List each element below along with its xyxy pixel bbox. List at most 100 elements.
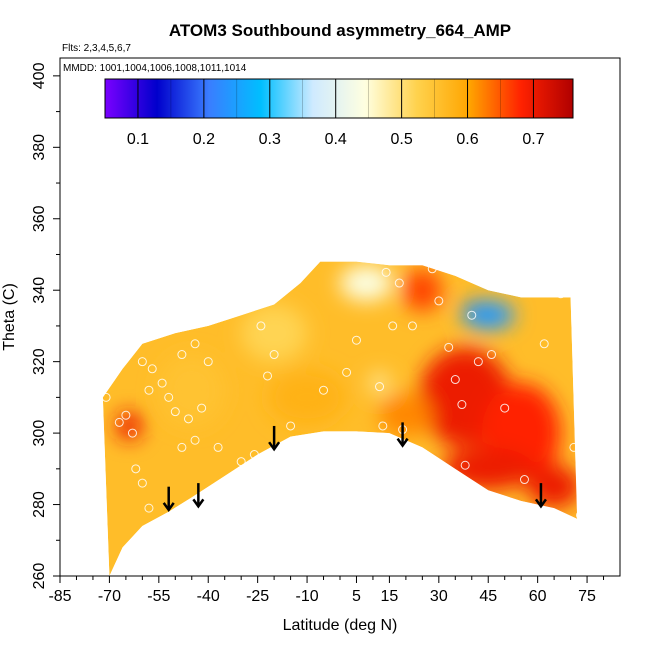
- sample-point: [467, 310, 477, 320]
- sample-point: [407, 321, 417, 331]
- colorbar-gradient: [104, 78, 574, 119]
- sample-point: [473, 357, 483, 367]
- sample-point: [263, 371, 273, 381]
- x-tick-label: -85: [48, 588, 71, 605]
- sample-point: [157, 378, 167, 388]
- field-cell-7: [461, 300, 515, 330]
- x-tick-label: -55: [147, 588, 170, 605]
- x-tick-label: 15: [381, 588, 399, 605]
- colorbar-tick-label: 0.4: [325, 131, 347, 148]
- sample-point: [487, 350, 497, 360]
- x-tick-label: -10: [295, 588, 318, 605]
- sample-point: [147, 364, 157, 374]
- sample-point: [137, 478, 147, 488]
- sample-point: [434, 296, 444, 306]
- sample-point: [394, 278, 404, 288]
- colorbar-tick-label: 0.7: [522, 131, 544, 148]
- sample-point: [351, 335, 361, 345]
- sample-point: [203, 357, 213, 367]
- sample-point: [569, 442, 579, 452]
- field-cell-0: [116, 411, 143, 441]
- y-axis-label: Theta (C): [1, 283, 18, 351]
- y-tick-label: 400: [31, 62, 48, 89]
- y-tick-label: 320: [31, 348, 48, 375]
- sample-point: [249, 450, 259, 460]
- x-axis-label: Latitude (deg N): [283, 617, 398, 634]
- x-tick-label: 30: [430, 588, 448, 605]
- sample-point: [256, 321, 266, 331]
- field-cell-5: [402, 268, 443, 312]
- colorbar-tick-label: 0.6: [456, 131, 478, 148]
- sample-point: [183, 414, 193, 424]
- field-cell-11: [158, 354, 225, 426]
- sample-point: [131, 464, 141, 474]
- y-tick-label: 300: [31, 420, 48, 447]
- sample-point: [427, 264, 437, 274]
- x-tick-label: 45: [479, 588, 497, 605]
- sample-point: [127, 428, 137, 438]
- y-tick-label: 260: [31, 563, 48, 590]
- colorbar-tick-label: 0.2: [193, 131, 215, 148]
- sample-point: [164, 392, 174, 402]
- sample-point: [575, 510, 585, 520]
- y-tick-label: 360: [31, 205, 48, 232]
- y-tick-label: 280: [31, 491, 48, 518]
- sample-point: [388, 321, 398, 331]
- x-tick-label: 75: [578, 588, 596, 605]
- sample-point: [500, 403, 510, 413]
- field-cell-12: [267, 368, 347, 426]
- y-tick-label: 380: [31, 134, 48, 161]
- field-cell-4: [527, 465, 578, 509]
- y-axis: 260 280 300 320 340 360 380 400: [31, 62, 60, 589]
- chart-title: ATOM3 Southbound asymmetry_664_AMP: [169, 21, 511, 40]
- sample-point: [154, 517, 164, 527]
- x-tick-label: -25: [246, 588, 269, 605]
- y-tick-label: 340: [31, 277, 48, 304]
- sample-point: [213, 442, 223, 452]
- sample-point: [197, 403, 207, 413]
- colorbar: 0.1 0.2 0.3 0.4 0.5 0.6 0.7: [104, 78, 574, 148]
- x-axis: -85 -70 -55 -40 -25 -10 5 15 30 45 60 75: [48, 576, 605, 605]
- tropopause-arrow-head: [534, 498, 547, 509]
- colorbar-tick-label: 0.3: [259, 131, 281, 148]
- sample-point: [342, 367, 352, 377]
- sample-point: [190, 339, 200, 349]
- sample-point: [177, 350, 187, 360]
- x-tick-label: -70: [98, 588, 121, 605]
- colorbar-tick-label: 0.1: [127, 131, 149, 148]
- sample-point: [177, 442, 187, 452]
- sample-point: [286, 421, 296, 431]
- flights-label: Flts: 2,3,4,5,6,7: [62, 43, 131, 54]
- sample-point: [519, 475, 529, 485]
- sample-point: [378, 421, 388, 431]
- sample-point: [101, 392, 111, 402]
- tropopause-arrow-head: [396, 437, 409, 448]
- field-cell-13: [379, 393, 433, 437]
- sample-point: [319, 385, 329, 395]
- sample-point: [381, 267, 391, 277]
- sample-point: [121, 410, 131, 420]
- sample-point: [457, 400, 467, 410]
- tropopause-arrow-head: [268, 441, 281, 452]
- sample-point: [137, 357, 147, 367]
- sample-point: [556, 289, 566, 299]
- sample-point: [269, 350, 279, 360]
- x-tick-label: 5: [352, 588, 361, 605]
- field-cell-3: [442, 447, 535, 491]
- sample-point: [375, 382, 385, 392]
- field-cell-9: [241, 304, 308, 362]
- sample-point: [444, 342, 454, 352]
- field-cell-8: [340, 265, 393, 301]
- tropopause-arrow-head: [192, 498, 205, 509]
- field-base: [102, 261, 578, 576]
- sample-point: [114, 417, 124, 427]
- x-tick-label: 60: [529, 588, 547, 605]
- dates-label: MMDD: 1001,1004,1006,1008,1011,1014: [63, 63, 247, 74]
- sample-point: [460, 460, 470, 470]
- sample-point: [236, 457, 246, 467]
- sample-point: [144, 385, 154, 395]
- data-field: [101, 261, 585, 576]
- sample-point: [190, 435, 200, 445]
- x-tick-label: -40: [197, 588, 220, 605]
